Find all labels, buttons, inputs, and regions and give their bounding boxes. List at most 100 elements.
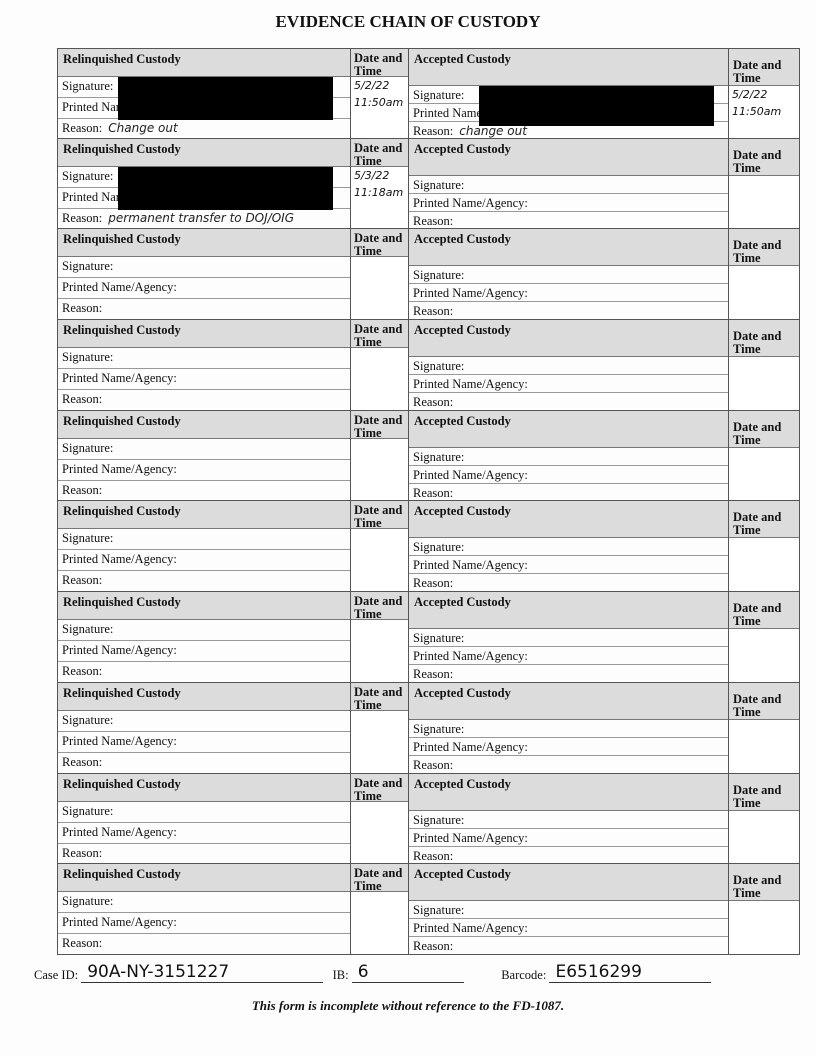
signature-label: Signature: [62,168,114,183]
printed-name-field[interactable]: Printed Name/Agency: [409,738,728,756]
date-time-header: Date and Time [351,864,408,893]
signature-field[interactable]: Signature: [409,176,728,194]
ib-label: IB: [332,968,349,982]
reason-field[interactable]: Reason: [58,753,350,774]
reason-field[interactable]: Reason: [409,393,728,411]
signature-field[interactable]: Signature: [58,711,350,732]
reason-field[interactable]: Reason: [409,302,728,320]
printed-name-field[interactable]: Printed Name/Agency: [58,550,350,572]
signature-field[interactable]: Signature: [58,892,350,914]
printed-name-field[interactable]: Printed Name/Agency: [58,913,350,935]
date-time-header: Date and Time [351,138,408,167]
signature-label: Signature: [413,177,465,192]
signature-field[interactable]: Signature: [409,629,728,648]
signature-field[interactable]: Signature: [58,529,350,551]
reason-label: Reason: [413,124,454,138]
relinquished-header: Relinquished Custody [58,229,350,258]
reason-field[interactable]: Reason: [409,212,728,230]
printed-name-label: Printed Name/Agency: [62,552,177,567]
signature-field[interactable]: Signature: [409,448,728,466]
printed-name-label: Printed Name/Agency: [413,649,528,664]
signature-field[interactable]: Signature: [409,538,728,557]
signature-label: Signature: [62,350,114,365]
reason-field[interactable]: Reason: [58,571,350,592]
printed-name-label: Printed Name/Agency: [62,733,177,748]
printed-name-label: Printed Name/Agency: [62,461,177,476]
signature-field[interactable]: Signature: [409,720,728,738]
signature-field[interactable]: Signature: [409,357,728,376]
accepted-date-time: Date and Time [728,682,800,773]
signature-field[interactable]: Signature: [58,257,350,279]
reason-field[interactable]: Reason: [58,390,350,411]
reason-field[interactable]: Reason: [58,844,350,865]
printed-name-field[interactable]: Printed Name/Agency: [58,641,350,663]
printed-name-field[interactable]: Printed Name/Agency: [58,732,350,753]
date-time-header: Date and Time [351,229,408,258]
printed-name-label: Printed Name/Agency: [62,643,177,658]
reason-field[interactable]: Reason: [409,484,728,502]
reason-label: Reason: [62,754,103,769]
reason-field[interactable]: Reason: [58,299,350,320]
reason-value: change out [459,124,527,138]
reason-field[interactable]: Reason: [409,756,728,774]
page-title: EVIDENCE CHAIN OF CUSTODY [275,12,541,31]
reason-field[interactable]: Reason: [409,665,728,683]
accepted-section: Accepted Custody Signature: Printed Name… [408,501,728,592]
printed-name-field[interactable]: Printed Name/Agency: [409,919,728,938]
printed-name-field[interactable]: Printed Name/Agency: [409,647,728,666]
accepted-header: Accepted Custody [409,229,728,267]
reason-label: Reason: [413,576,454,591]
signature-field[interactable]: Signature: [409,811,728,829]
accepted-header: Accepted Custody [409,49,728,86]
printed-name-field[interactable]: Printed Name/Agency: [409,194,728,212]
reason-field[interactable]: Reason: [409,574,728,592]
reason-field[interactable]: Reason: [58,662,350,683]
reason-field[interactable]: Reason: [409,847,728,865]
signature-field[interactable]: Signature: [58,620,350,642]
date-value: 5/2/22 [732,88,768,101]
reason-field[interactable]: Reason: [58,934,350,955]
redaction-box [118,166,333,210]
signature-field[interactable]: Signature: [58,802,350,823]
custody-entry: Relinquished Custody Signature: Printed … [57,864,800,955]
signature-label: Signature: [413,88,465,102]
printed-name-field[interactable]: Printed Name/Agency: [58,460,350,481]
relinquished-date-time: Date and Time 5/2/22 11:50am [350,49,408,138]
printed-name-field[interactable]: Printed Name/Agency: [409,466,728,484]
signature-field[interactable]: Signature: [409,901,728,920]
printed-name-label: Printed Name/Agency: [62,915,177,930]
printed-name-field[interactable]: Printed Name/Agency: [409,829,728,847]
signature-field[interactable]: Signature: [58,439,350,460]
printed-name-field[interactable]: Printed Name/Agency: [58,823,350,844]
accepted-section: Accepted Custody Signature: Printed Name… [408,229,728,320]
printed-name-field[interactable]: Printed Name/Agency: [409,375,728,394]
reason-field[interactable]: Reason: [409,937,728,955]
printed-name-field[interactable]: Printed Name/Agency: [58,278,350,300]
time-value: 11:50am [732,105,782,118]
date-time-header: Date and Time [729,320,799,358]
date-value: 5/2/22 [354,79,390,92]
custody-entry: Relinquished Custody Signature: Printed … [57,320,800,411]
accepted-header: Accepted Custody [409,864,728,902]
signature-field[interactable]: Signature: [409,266,728,285]
date-time-header: Date and Time [729,138,799,176]
printed-name-field[interactable]: Printed Name/Agency: [409,284,728,303]
reason-field[interactable]: Reason: permanent transfer to DOJ/OIG [58,209,350,230]
accepted-date-time: Date and Time [728,864,800,954]
accepted-header: Accepted Custody [409,410,728,448]
date-time-header: Date and Time [729,49,799,86]
date-time-header: Date and Time [351,592,408,621]
accepted-section: Accepted Custody Signature: Printed Name… [408,864,728,954]
reason-field[interactable]: Reason: Change out [58,119,350,140]
redaction-box [479,86,714,126]
relinquished-section: Relinquished Custody Signature: Printed … [57,320,350,410]
reason-field[interactable]: Reason: [58,481,350,502]
accepted-section: Accepted Custody Signature: Printed Name… [408,138,728,230]
signature-label: Signature: [62,803,114,818]
date-time-header: Date and Time [351,501,408,530]
signature-field[interactable]: Signature: [58,348,350,370]
printed-name-field[interactable]: Printed Name/Agency: [409,556,728,575]
printed-name-field[interactable]: Printed Name/Agency: [58,369,350,391]
relinquished-header: Relinquished Custody [58,682,350,711]
custody-entry: Relinquished Custody Signature: Printed … [57,138,800,230]
